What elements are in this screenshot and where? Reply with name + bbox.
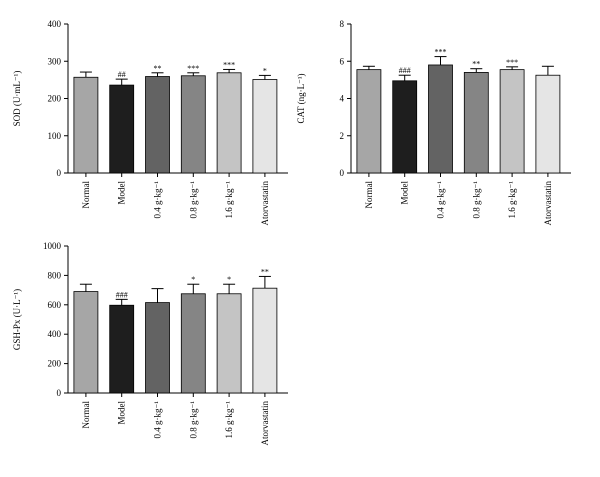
- bar: [392, 80, 418, 174]
- bar: [216, 293, 242, 394]
- y-tick-label: 4: [340, 94, 345, 104]
- x-tick-label: 1.6 g·kg⁻¹: [224, 181, 234, 219]
- gsh-px-chart: 0 200 400 600 800 1000 GSH-Px (U·L⁻¹) Normal ###…: [12, 241, 288, 446]
- y-tick-label: 100: [48, 131, 62, 141]
- y-tick-label: 0: [340, 168, 345, 178]
- significance-label: ***: [506, 58, 518, 67]
- bar: [180, 293, 206, 394]
- significance-label: ##: [118, 70, 126, 79]
- x-tick-label: 0.4 g·kg⁻¹: [436, 181, 446, 219]
- bar: [463, 72, 489, 174]
- bar: [73, 76, 99, 174]
- y-axis-title: GSH-Px (U·L⁻¹): [12, 289, 22, 350]
- y-tick-label: 2: [340, 131, 345, 141]
- y-tick-label: 1000: [43, 241, 62, 251]
- significance-label: ***: [187, 64, 199, 73]
- significance-label: *: [191, 275, 195, 284]
- x-tick-label: Atorvastatin: [260, 181, 270, 226]
- x-tick-label: Atorvastatin: [543, 181, 553, 226]
- y-tick-label: 800: [48, 270, 62, 280]
- significance-label: *: [263, 66, 267, 75]
- x-tick-label: 0.8 g·kg⁻¹: [188, 181, 198, 219]
- bar: [499, 69, 525, 174]
- x-tick-label: 0.4 g·kg⁻¹: [153, 401, 163, 439]
- bar: [109, 84, 135, 174]
- bar: [145, 302, 170, 394]
- y-tick-label: 200: [48, 94, 62, 104]
- y-tick-label: 200: [48, 359, 62, 369]
- significance-label: *: [227, 275, 231, 284]
- bar: [252, 287, 278, 394]
- bar: [73, 291, 99, 394]
- x-tick-label: 0.8 g·kg⁻¹: [188, 401, 198, 439]
- x-tick-label: 1.6 g·kg⁻¹: [224, 401, 234, 439]
- bar: [145, 76, 170, 174]
- y-tick-label: 300: [48, 56, 62, 66]
- x-tick-label: 0.4 g·kg⁻¹: [153, 181, 163, 219]
- bar: [216, 72, 242, 174]
- bar: [535, 74, 561, 174]
- significance-label: ***: [223, 60, 235, 69]
- bar: [180, 75, 206, 174]
- y-axis-title: CAT (ng·L⁻¹): [296, 73, 306, 123]
- y-tick-label: 6: [340, 56, 345, 66]
- x-tick-label: 1.6 g·kg⁻¹: [507, 181, 517, 219]
- y-tick-label: 8: [340, 19, 345, 29]
- y-tick-label: 400: [48, 329, 62, 339]
- x-tick-label: Atorvastatin: [260, 401, 270, 446]
- significance-label: **: [472, 60, 480, 69]
- y-tick-label: 0: [57, 168, 62, 178]
- x-tick-label: Normal: [364, 181, 374, 209]
- y-tick-label: 600: [48, 300, 62, 310]
- bar: [252, 79, 278, 174]
- bar: [356, 69, 382, 174]
- cat-chart: 0 2 4 6 8 CAT (ng·L⁻¹) Normal ### Model *** 0.4 g·…: [296, 19, 571, 226]
- significance-label: ###: [399, 66, 411, 75]
- significance-label: **: [154, 64, 162, 73]
- x-tick-label: Normal: [81, 181, 91, 209]
- x-tick-label: Normal: [81, 401, 91, 429]
- bar: [428, 64, 453, 174]
- x-tick-label: Model: [117, 401, 127, 425]
- significance-label: ***: [435, 48, 447, 57]
- y-tick-label: 400: [48, 19, 62, 29]
- x-tick-label: Model: [400, 181, 410, 205]
- significance-label: **: [261, 267, 269, 276]
- y-axis-title: SOD (U·mL⁻¹): [12, 71, 22, 127]
- significance-label: ###: [116, 290, 128, 299]
- y-tick-label: 0: [57, 388, 62, 398]
- x-tick-label: 0.8 g·kg⁻¹: [471, 181, 481, 219]
- bar: [109, 304, 135, 394]
- x-tick-label: Model: [117, 181, 127, 205]
